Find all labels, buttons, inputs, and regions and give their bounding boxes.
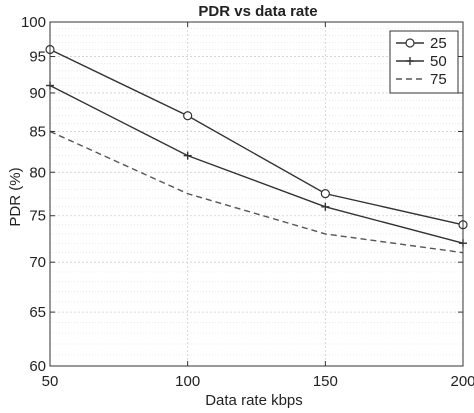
- series-line-50: [49, 84, 464, 244]
- data-point-plus: [321, 202, 330, 211]
- series-line-75: [49, 130, 464, 254]
- y-tick-label: 90: [29, 85, 46, 102]
- data-point-circle: [405, 38, 415, 48]
- legend-label-25: 25: [430, 35, 447, 52]
- data-point-circle: [320, 189, 330, 199]
- y-tick-label: 70: [29, 254, 46, 271]
- y-tick-label: 60: [29, 358, 46, 375]
- y-tick-label: 85: [29, 123, 46, 140]
- series-line-25: [49, 48, 464, 226]
- legend-label-50: 50: [430, 53, 447, 70]
- x-tick-label: 50: [42, 373, 59, 390]
- y-tick-label: 75: [29, 208, 46, 225]
- plot-frame: [49, 21, 464, 367]
- x-tick-label: 100: [175, 373, 200, 390]
- data-point-circle: [183, 111, 193, 121]
- y-axis-title: PDR (%): [7, 167, 24, 226]
- data-point-plus: [183, 151, 192, 160]
- data-point-plus: [406, 57, 414, 65]
- x-axis-title: Data rate kbps: [205, 392, 303, 409]
- axis-ticks: 60 65 70 75 80 85 90 95 100 50 100 150 200: [21, 14, 474, 390]
- x-tick-label: 150: [313, 373, 338, 390]
- y-tick-label: 95: [29, 49, 46, 66]
- legend-box: [389, 30, 459, 94]
- y-tick-label: 65: [29, 304, 46, 321]
- y-tick-label: 100: [21, 14, 46, 31]
- y-tick-label: 80: [29, 164, 46, 181]
- chart-title: PDR vs data rate: [198, 3, 317, 20]
- legend-label-75: 75: [430, 71, 447, 88]
- x-tick-label: 200: [450, 373, 474, 390]
